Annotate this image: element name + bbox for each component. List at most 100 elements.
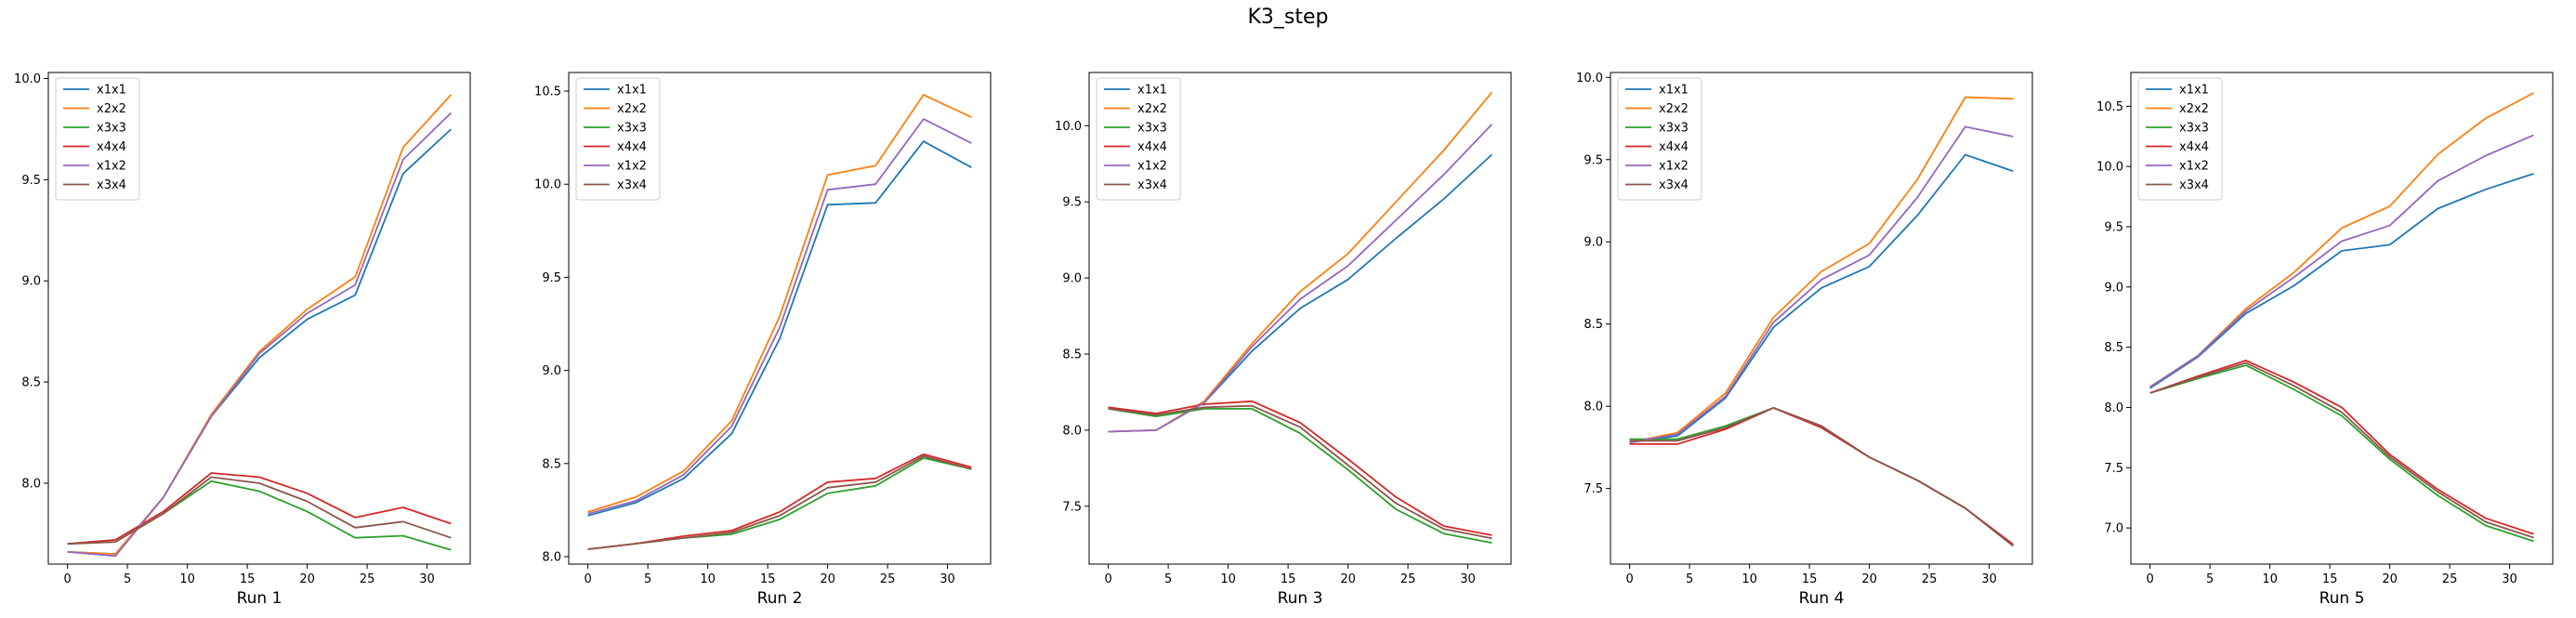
x-tick-label: 5 — [2206, 572, 2214, 586]
x-tick-label: 30 — [940, 572, 955, 586]
x-axis-label: Run 4 — [1799, 589, 1845, 608]
series-line-x3x4 — [1108, 404, 1492, 540]
legend-label-x3x3: x3x3 — [1137, 122, 1167, 136]
legend-label-x3x4: x3x4 — [2179, 178, 2209, 192]
y-tick-label: 8.0 — [21, 477, 41, 491]
x-tick-label: 5 — [1164, 572, 1172, 586]
x-tick-label: 20 — [820, 572, 835, 586]
legend-label-x4x4: x4x4 — [1137, 140, 1167, 154]
x-tick-label: 10 — [1741, 572, 1757, 586]
series-line-x2x2 — [1629, 96, 2014, 443]
plot-frame — [47, 72, 471, 565]
legend-label-x4x4: x4x4 — [1659, 140, 1689, 154]
figure-title: K3_step — [1247, 6, 1329, 29]
x-tick-label: 20 — [1340, 572, 1356, 586]
legend-label-x2x2: x2x2 — [97, 102, 126, 116]
y-tick-label: 10.5 — [2096, 100, 2123, 114]
x-tick-label: 30 — [419, 572, 435, 586]
y-tick-label: 7.5 — [1584, 482, 1603, 496]
series-line-x1x2 — [67, 112, 453, 558]
legend-label-x1x1: x1x1 — [617, 84, 647, 98]
legend-label-x1x2: x1x2 — [2179, 160, 2209, 174]
series-line-x4x4 — [1108, 400, 1492, 536]
x-tick-label: 0 — [1625, 572, 1633, 586]
series-line-x4x4 — [2149, 359, 2534, 535]
x-tick-label: 0 — [584, 572, 591, 586]
y-tick-label: 9.0 — [1062, 272, 1082, 286]
series-line-x3x4 — [2149, 362, 2534, 539]
y-tick-label: 10.0 — [534, 178, 561, 192]
series-line-x1x2 — [2149, 134, 2534, 388]
legend-label-x3x4: x3x4 — [1137, 178, 1167, 192]
y-tick-label: 10.0 — [1576, 72, 1603, 85]
series-line-x3x3 — [587, 456, 972, 550]
y-tick-label: 9.0 — [21, 275, 41, 289]
y-tick-label: 8.5 — [1062, 348, 1082, 362]
series-line-x3x4 — [587, 454, 972, 550]
y-tick-label: 8.0 — [2104, 401, 2123, 415]
legend-label-x3x3: x3x3 — [97, 122, 126, 136]
chart-panel-4: 7.5 8.0 8.5 9.0 9.5 10.0 0 5 10 15 20 25 30 Run 4 x1x1… — [1576, 72, 2033, 608]
series-line-x1x2 — [1108, 124, 1493, 433]
legend-label-x2x2: x2x2 — [1659, 102, 1689, 116]
y-tick-label: 9.5 — [542, 271, 561, 285]
series-line-x3x4 — [67, 476, 452, 546]
plot-frame — [1610, 72, 2033, 565]
x-tick-label: 25 — [1400, 572, 1416, 586]
x-tick-label: 5 — [644, 572, 651, 586]
x-tick-label: 25 — [880, 572, 896, 586]
y-tick-label: 7.5 — [2104, 462, 2123, 476]
series-line-x2x2 — [587, 94, 972, 513]
y-tick-label: 7.5 — [1062, 500, 1082, 514]
chart-panel-2: 8.0 8.5 9.0 9.5 10.0 10.5 0 5 10 15 20 25 30 Run 2 x1x… — [534, 72, 992, 608]
y-tick-label: 8.0 — [542, 550, 561, 564]
x-tick-label: 30 — [1981, 572, 1997, 586]
y-tick-label: 10.0 — [2096, 161, 2123, 175]
x-tick-label: 10 — [700, 572, 716, 586]
series-line-x1x2 — [587, 118, 972, 515]
y-tick-label: 9.5 — [1584, 153, 1603, 167]
chart-panel-3: 7.5 8.0 8.5 9.0 9.5 10.0 0 5 10 15 20 25 30 Run 3 x1x1… — [1055, 72, 1512, 608]
y-tick-label: 7.0 — [2104, 522, 2123, 536]
y-tick-label: 9.0 — [1584, 236, 1603, 250]
y-tick-label: 9.0 — [542, 364, 561, 378]
series-line-x4x4 — [587, 453, 972, 550]
series-line-x3x3 — [1108, 407, 1492, 544]
chart-panel-1: 8.0 8.5 9.0 9.5 10.0 0 5 10 15 20 25 30 Run 1 x1x1 x2x… — [14, 72, 471, 608]
chart-panel-5: 7.0 7.5 8.0 8.5 9.0 9.5 10.0 10.5 0 5 10 15 20 25 30 Ru… — [2096, 72, 2554, 608]
y-tick-label: 8.5 — [2104, 341, 2123, 355]
x-tick-label: 15 — [1802, 572, 1818, 586]
legend-label-x4x4: x4x4 — [2179, 140, 2209, 154]
x-tick-label: 15 — [2322, 572, 2338, 586]
legend-label-x3x3: x3x3 — [617, 122, 647, 136]
x-tick-label: 15 — [240, 572, 256, 586]
series-line-x2x2 — [67, 94, 453, 555]
x-tick-label: 20 — [2382, 572, 2398, 586]
series-line-x3x3 — [67, 480, 452, 551]
x-tick-label: 20 — [1861, 572, 1877, 586]
x-tick-label: 10 — [1220, 572, 1236, 586]
y-tick-label: 10.0 — [1055, 120, 1082, 134]
legend-label-x2x2: x2x2 — [2179, 102, 2209, 116]
y-tick-label: 8.0 — [1062, 424, 1082, 438]
y-tick-label: 8.0 — [1584, 401, 1603, 414]
x-axis-label: Run 2 — [757, 589, 803, 608]
legend-label-x2x2: x2x2 — [617, 102, 647, 116]
legend-label-x4x4: x4x4 — [617, 140, 647, 154]
series-line-x1x1 — [1629, 153, 2014, 443]
y-tick-label: 8.5 — [1584, 318, 1603, 332]
x-axis-label: Run 5 — [2320, 589, 2365, 608]
y-tick-label: 9.5 — [1062, 196, 1082, 210]
legend-label-x1x1: x1x1 — [97, 84, 126, 98]
x-tick-label: 25 — [2442, 572, 2458, 586]
y-tick-label: 9.0 — [2104, 281, 2123, 295]
series-line-x4x4 — [67, 472, 452, 546]
y-tick-label: 10.0 — [14, 72, 41, 86]
x-tick-label: 0 — [2146, 572, 2153, 586]
y-tick-label: 10.5 — [534, 85, 561, 99]
x-tick-label: 10 — [179, 572, 195, 586]
x-tick-label: 30 — [1460, 572, 1476, 586]
x-axis-label: Run 1 — [237, 589, 283, 608]
legend-label-x1x2: x1x2 — [1137, 160, 1167, 174]
